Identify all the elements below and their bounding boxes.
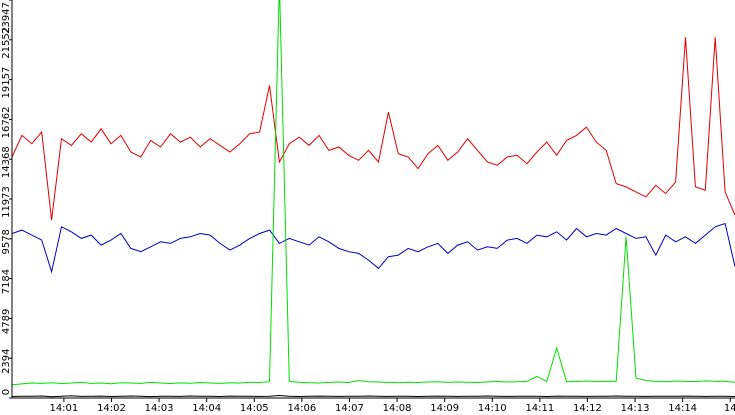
y-tick-label: 0	[1, 389, 12, 395]
x-tick-label: 14:04	[192, 403, 221, 414]
series-line	[12, 222, 735, 274]
x-tick-label: 14:13	[621, 403, 650, 414]
x-tick-label: 14:10	[478, 403, 507, 414]
series-line	[12, 0, 735, 386]
x-tick-label: 14:11	[525, 403, 554, 414]
y-tick-label: 21552	[1, 27, 12, 59]
y-tick-label: 19157	[1, 67, 12, 99]
y-tick-label: 2394	[1, 348, 12, 373]
x-tick-label: 14:05	[240, 403, 269, 414]
series-line	[12, 394, 735, 398]
y-tick-label: 11973	[1, 186, 12, 218]
series-line	[12, 37, 735, 221]
y-tick-label: 9578	[1, 229, 12, 254]
x-tick-label: 14:09	[430, 403, 459, 414]
y-tick-label: 4789	[1, 309, 12, 334]
x-tick-label: 14:01	[49, 403, 78, 414]
x-tick-label: 14:14	[668, 403, 697, 414]
x-tick-label: 14:07	[335, 403, 364, 414]
x-tick-label: 14:02	[97, 403, 126, 414]
y-tick-label: 23947	[1, 2, 12, 34]
y-tick-label: 16762	[1, 107, 12, 139]
y-tick-label: 14368	[1, 146, 12, 178]
y-tick-label: 7184	[1, 269, 12, 294]
x-tick-label: 14:03	[145, 403, 174, 414]
x-tick-label: 14:12	[573, 403, 602, 414]
x-tick-label: 14:08	[383, 403, 412, 414]
plot-area	[12, 0, 735, 398]
x-tick-label: 14:06	[287, 403, 316, 414]
x-tick-label: 14	[724, 403, 735, 414]
